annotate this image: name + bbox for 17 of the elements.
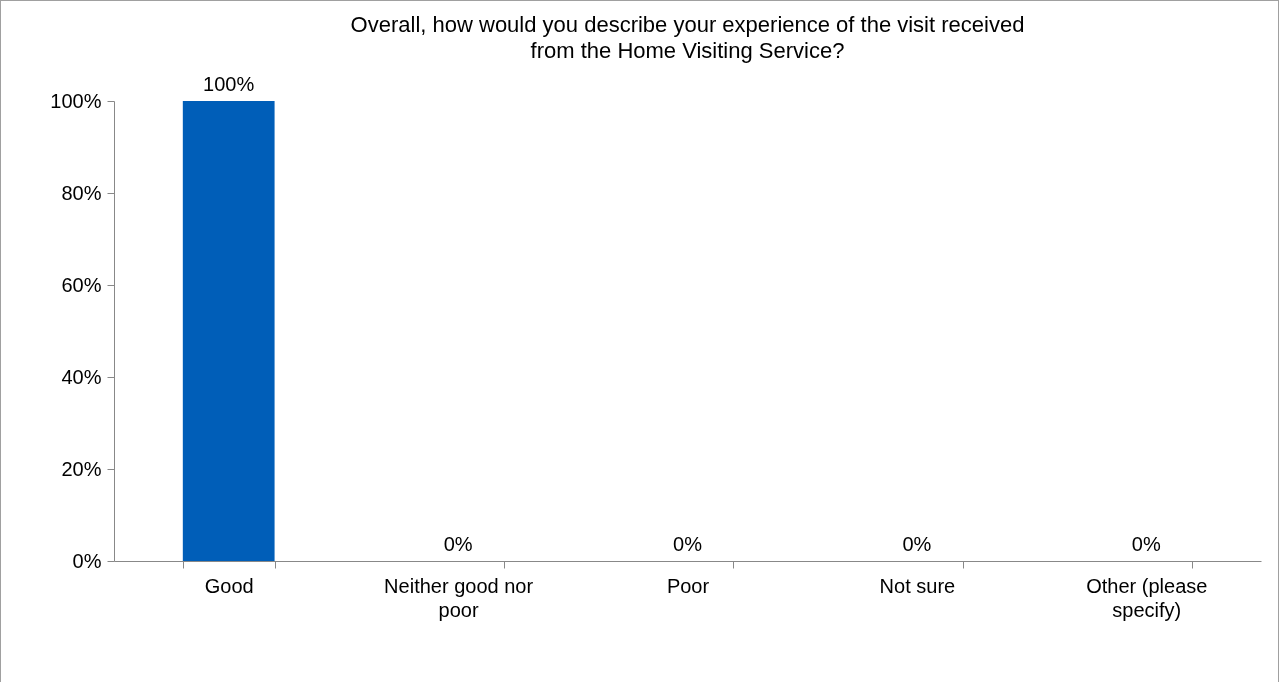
data-label: 100% — [203, 73, 255, 95]
y-tick-label: 0% — [72, 549, 102, 572]
data-label: 0% — [902, 533, 932, 555]
y-tick-label: 60% — [61, 273, 102, 296]
data-label: 0% — [1131, 533, 1161, 555]
x-tick-label: Neither good nor poor — [384, 574, 534, 621]
data-label: 0% — [673, 533, 703, 555]
y-tick-label: 80% — [61, 181, 102, 204]
y-tick-label: 100% — [50, 89, 102, 112]
y-tick-label: 40% — [61, 365, 102, 388]
x-tick-label: Good — [204, 574, 254, 597]
data-label: 0% — [443, 533, 473, 555]
x-tick-label: Other (please specify) — [1086, 574, 1208, 621]
x-tick-label: Not sure — [879, 574, 956, 597]
x-tick-label: Poor — [666, 574, 710, 597]
y-tick-label: 20% — [61, 457, 102, 480]
chart-title: Overall, how would you describe your experience of the visit received from the Home Visiting Service? — [350, 12, 1025, 63]
